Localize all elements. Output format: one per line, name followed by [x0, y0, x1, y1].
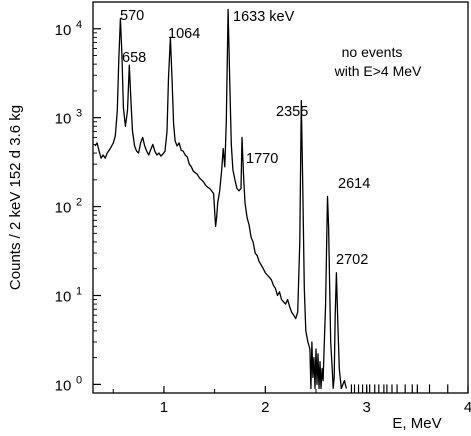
plot-border	[92, 1, 469, 394]
y-axis: 10 0 10 1 10 2 10 3 10 4	[55, 1, 101, 394]
peak-label: 2702	[336, 252, 368, 268]
peak-label: 1064	[168, 26, 200, 42]
peak-label: 2614	[338, 176, 370, 192]
y-tick-label: 10	[55, 288, 72, 305]
y-axis-label: Counts / 2 keV 152 d 3.6 kg	[7, 105, 24, 290]
y-tick-exponent: 0	[76, 374, 82, 386]
y-tick-label: 10	[55, 22, 72, 39]
y-tick-exponent: 2	[76, 197, 82, 209]
spectrum-line	[94, 8, 348, 390]
peak-label: 658	[122, 50, 146, 66]
x-axis-label: E, MeV	[392, 415, 441, 432]
peak-label: 570	[120, 8, 144, 24]
peak-annotations: 570 658 1064 1633 keV 1770 2355 2614 2702	[120, 8, 370, 268]
y-tick-label: 10	[55, 377, 72, 394]
peak-label: 1633 keV	[233, 9, 295, 25]
x-tick-label: 4	[464, 399, 471, 416]
x-tick-label: 1	[160, 399, 168, 416]
x-tick-label: 2	[261, 399, 269, 416]
y-tick-exponent: 3	[76, 108, 82, 120]
y-tick-label: 10	[55, 200, 72, 217]
series-layer	[94, 8, 449, 393]
peak-label: 1770	[246, 151, 278, 167]
x-tick-label: 3	[362, 399, 370, 416]
y-tick-exponent: 4	[76, 19, 82, 31]
plot-frame	[92, 1, 469, 394]
note-line-1: no events	[342, 44, 403, 60]
peak-label: 2355	[276, 104, 308, 120]
y-tick-label: 10	[55, 111, 72, 128]
note-line-2: with E>4 MeV	[334, 63, 422, 79]
y-tick-exponent: 1	[76, 285, 82, 297]
